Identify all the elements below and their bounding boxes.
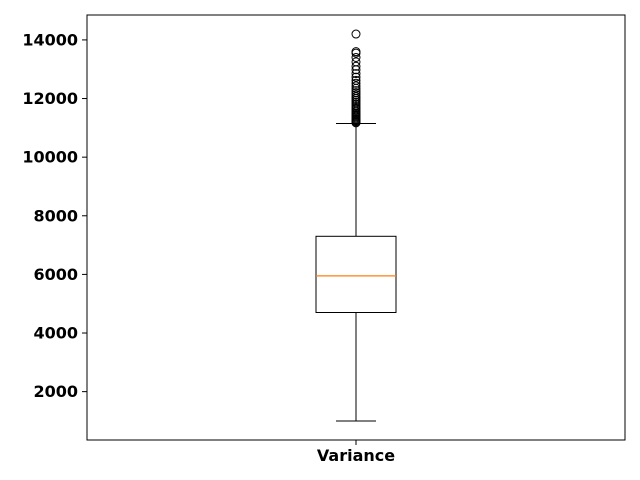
outlier-point-22 [351, 86, 361, 96]
y-tick-label-5: 12000 [22, 89, 78, 108]
boxplot-marks [315, 29, 397, 422]
y-tick-label-4: 10000 [22, 148, 78, 167]
interquartile-box [315, 235, 397, 313]
y-tick-label-2: 6000 [33, 265, 78, 284]
outlier-point-27 [351, 72, 361, 82]
outlier-point-34 [351, 47, 361, 57]
outlier-point-24 [351, 81, 361, 91]
outlier-point-32 [351, 53, 361, 62]
outlier-point-26 [351, 75, 361, 85]
outlier-point-25 [351, 78, 361, 88]
y-tick-label-3: 8000 [33, 206, 78, 225]
outlier-point-31 [351, 57, 361, 67]
y-axis: 2000 4000 6000 8000 10000 12000 14000 [22, 30, 87, 401]
y-tick-label-1: 4000 [33, 324, 78, 343]
y-tick-label-6: 14000 [22, 30, 78, 49]
x-tick-label-0: Variance [317, 446, 395, 465]
y-tick-label-0: 2000 [33, 382, 78, 401]
outlier-point-35 [351, 29, 361, 39]
outlier-point-30 [351, 61, 361, 71]
x-axis: Variance [317, 440, 395, 465]
outlier-point-28 [351, 69, 361, 79]
